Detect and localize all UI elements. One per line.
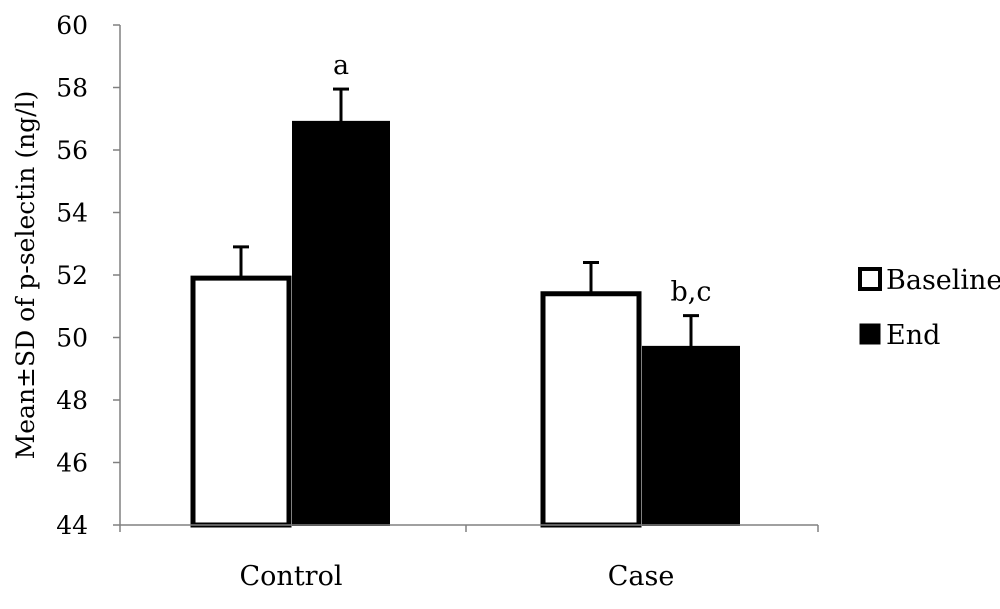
bar-end-control bbox=[292, 120, 390, 526]
legend: Baseline End bbox=[858, 265, 1000, 351]
y-axis-title: Mean±SD of p-selectin (ng/l) bbox=[11, 91, 40, 460]
legend-swatch-end bbox=[859, 323, 881, 345]
bar-baseline-case bbox=[540, 291, 642, 528]
y-tick-label: 52 bbox=[56, 261, 88, 290]
significance-label: a bbox=[333, 50, 349, 81]
x-axis: Control Case bbox=[119, 524, 819, 592]
significance-label: b,c bbox=[671, 277, 712, 308]
y-tick-label: 44 bbox=[56, 511, 88, 540]
bar-end-case bbox=[642, 345, 740, 526]
y-tick-label: 46 bbox=[56, 449, 88, 478]
y-tick-label: 48 bbox=[56, 386, 88, 415]
y-axis: 44 46 48 50 52 54 56 58 60 bbox=[56, 11, 121, 540]
legend-swatch-baseline bbox=[858, 267, 882, 291]
y-tick-label: 54 bbox=[56, 199, 88, 228]
y-tick-label: 60 bbox=[56, 11, 88, 40]
x-category-label: Control bbox=[240, 561, 343, 592]
y-tick-label: 50 bbox=[56, 324, 88, 353]
legend-label-baseline: Baseline bbox=[886, 265, 1000, 296]
y-tick-label: 58 bbox=[56, 74, 88, 103]
legend-label-end: End bbox=[886, 320, 940, 351]
error-bars bbox=[233, 87, 699, 347]
bar-baseline-control bbox=[190, 275, 292, 528]
x-category-label: Case bbox=[608, 561, 675, 592]
bars bbox=[190, 120, 740, 528]
y-tick-label: 56 bbox=[56, 136, 88, 165]
annotations: a b,c bbox=[333, 50, 712, 308]
